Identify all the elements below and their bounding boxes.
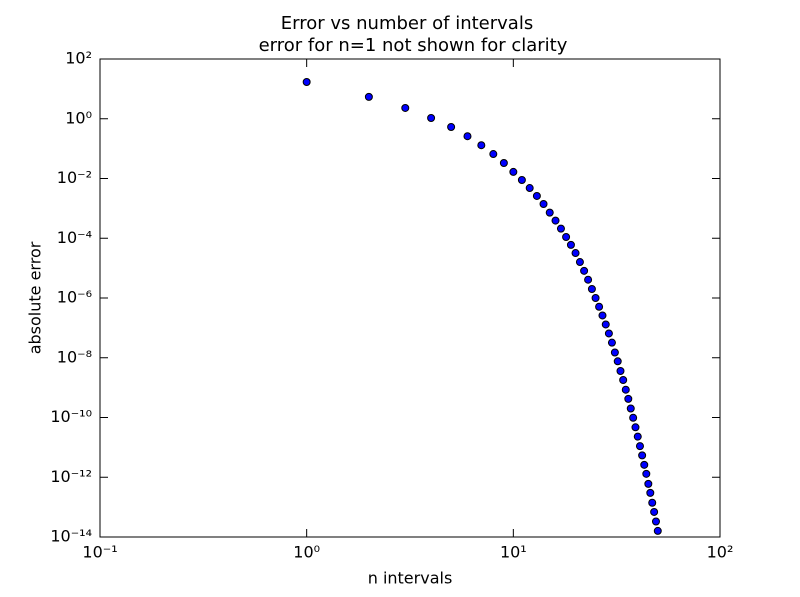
point <box>598 311 607 320</box>
point <box>604 329 613 338</box>
point <box>653 526 662 535</box>
y-tick-label: 10⁻² <box>57 168 92 187</box>
point <box>517 176 526 185</box>
point <box>499 159 508 168</box>
point <box>532 191 541 200</box>
y-axis-label: absolute error <box>26 241 45 354</box>
point <box>601 320 610 329</box>
point <box>525 184 534 193</box>
point <box>566 240 575 249</box>
point <box>642 469 651 478</box>
point <box>626 404 635 413</box>
point <box>631 423 640 432</box>
point <box>595 302 604 311</box>
point <box>650 507 659 516</box>
point <box>640 460 649 469</box>
y-tick-label: 10⁻¹² <box>50 467 92 486</box>
point <box>575 258 584 267</box>
point <box>427 113 436 122</box>
point <box>651 517 660 526</box>
point <box>621 385 630 394</box>
point <box>616 367 625 376</box>
chart-subtitle: error for n=1 not shown for clarity <box>259 35 568 56</box>
point <box>587 285 596 294</box>
point <box>571 249 580 258</box>
point <box>562 233 571 242</box>
point <box>619 375 628 384</box>
y-tick-label: 10⁻¹⁴ <box>50 527 92 546</box>
point <box>584 275 593 284</box>
y-tick-label: 10⁰ <box>65 108 92 127</box>
x-tick-label: 10¹ <box>500 543 527 562</box>
x-tick-label: 10⁰ <box>293 543 320 562</box>
point <box>539 200 548 209</box>
y-tick-label: 10⁻⁴ <box>57 228 92 247</box>
point <box>364 92 373 101</box>
point <box>591 294 600 302</box>
point <box>489 150 498 159</box>
y-tick-label: 10⁻⁶ <box>57 288 92 307</box>
point <box>302 77 311 86</box>
point <box>551 216 560 225</box>
chart-title: Error vs number of intervals <box>281 13 533 34</box>
point <box>638 451 647 460</box>
point <box>580 266 589 275</box>
y-tick-label: 10⁻⁸ <box>57 347 92 366</box>
point <box>644 479 653 488</box>
y-tick-label: 10² <box>65 49 92 68</box>
point <box>633 432 642 441</box>
point <box>648 498 657 507</box>
point <box>463 132 472 141</box>
x-tick-label: 10² <box>707 543 734 562</box>
point <box>613 357 622 366</box>
point <box>624 394 633 403</box>
point <box>607 338 616 347</box>
point <box>635 442 644 451</box>
x-axis-label: n intervals <box>368 569 453 588</box>
point <box>610 348 619 357</box>
point <box>545 208 554 217</box>
point <box>629 413 638 422</box>
x-tick-label: 10⁻¹ <box>82 543 117 562</box>
y-tick-label: 10⁻¹⁰ <box>50 407 92 426</box>
point <box>447 122 456 131</box>
point <box>401 103 410 112</box>
point <box>556 224 565 233</box>
point <box>477 141 486 150</box>
point <box>646 488 655 497</box>
point <box>509 167 518 176</box>
